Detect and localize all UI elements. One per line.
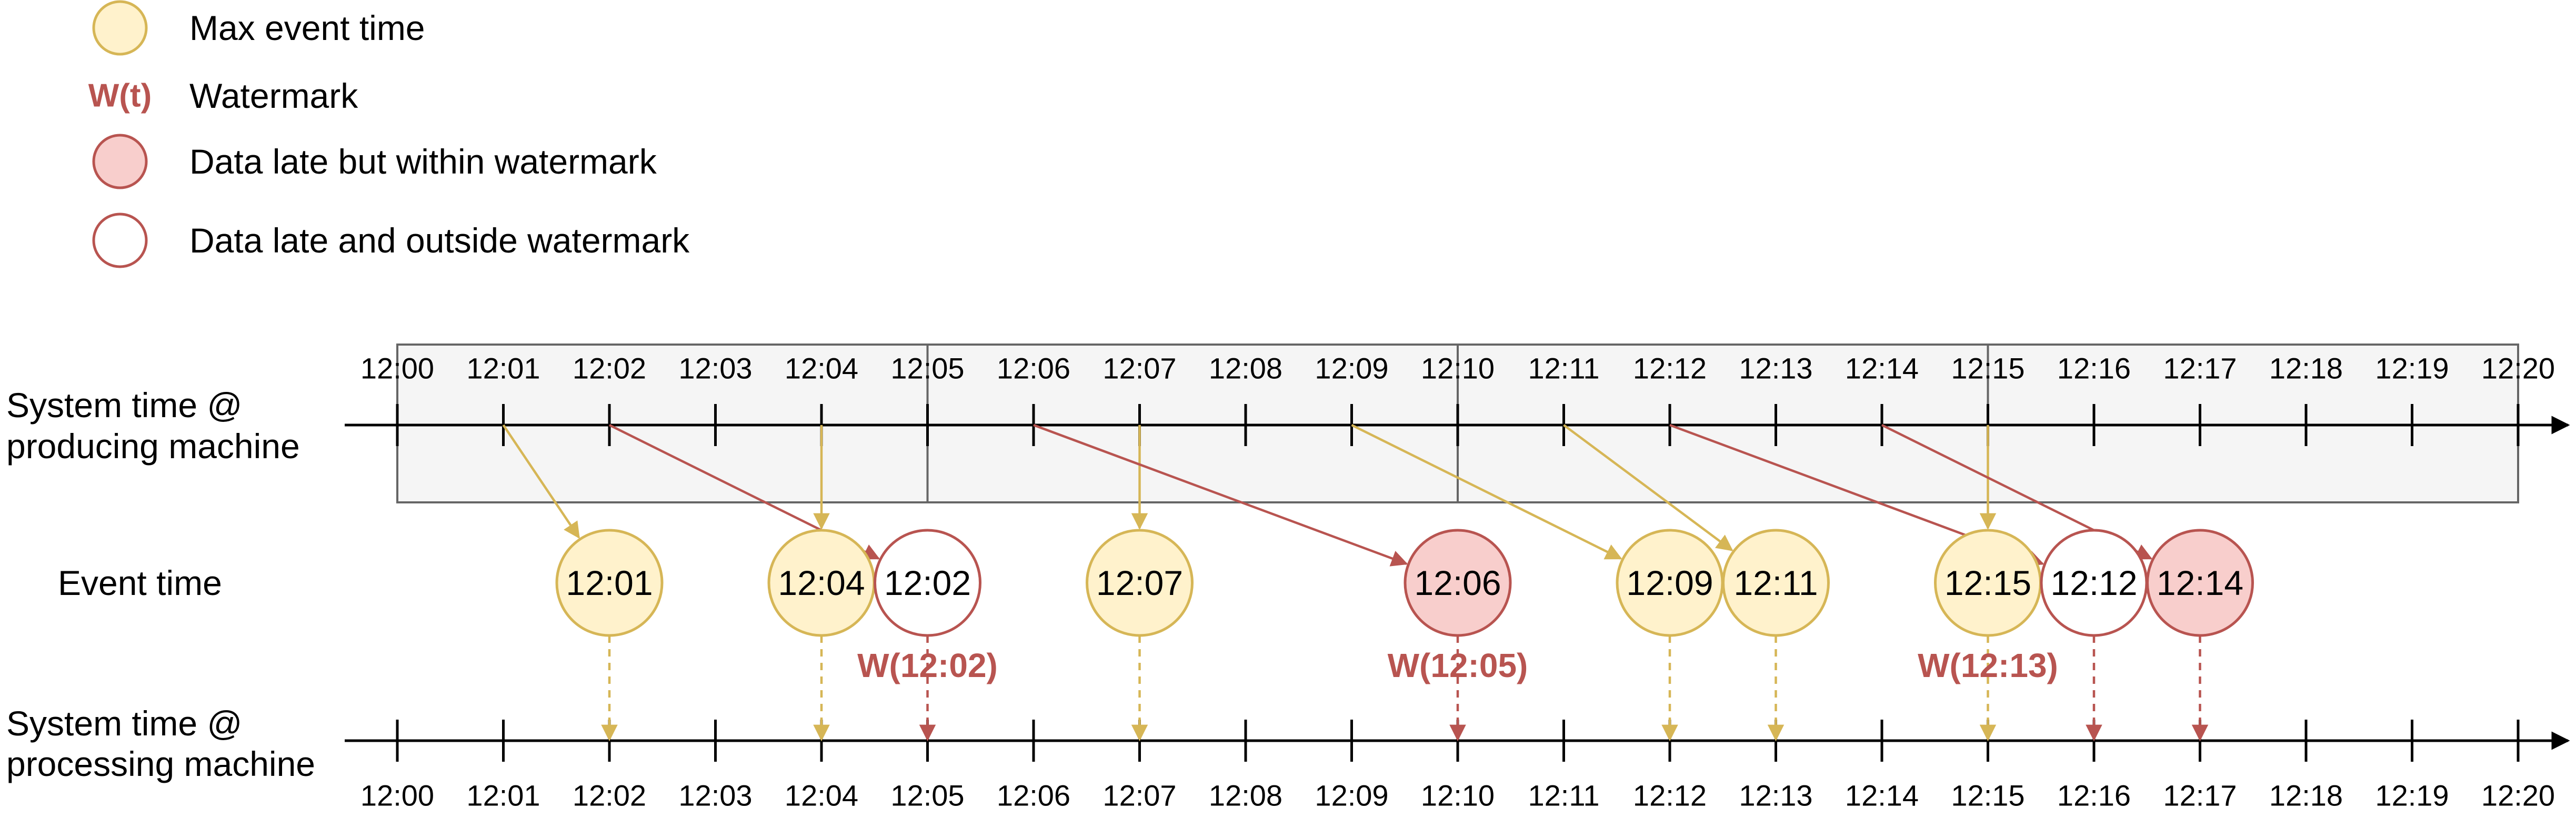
event-max: 12:15 xyxy=(1934,529,2042,637)
producing-tick-label: 12:14 xyxy=(1845,352,1919,385)
processing-tick-label: 12:14 xyxy=(1845,779,1919,812)
event-outside: 12:12 xyxy=(2040,529,2148,637)
event-label: 12:06 xyxy=(1414,563,1501,602)
event-time-label: Event time xyxy=(58,563,222,602)
producing-tick-label: 12:19 xyxy=(2375,352,2449,385)
watermark-label: W(12:02) xyxy=(857,647,998,684)
watermark-label: W(12:05) xyxy=(1388,647,1528,684)
event-label: 12:15 xyxy=(1944,563,2031,602)
producing-tick-label: 12:00 xyxy=(360,352,434,385)
event-label: 12:09 xyxy=(1626,563,1713,602)
event-circle xyxy=(2146,529,2254,637)
processing-tick-label: 12:19 xyxy=(2375,779,2449,812)
producing-tick-label: 12:10 xyxy=(1421,352,1495,385)
producing-tick-label: 12:18 xyxy=(2269,352,2343,385)
event-label: 12:01 xyxy=(566,563,653,602)
watermark-labels: W(12:02) W(12:05) W(12:13) xyxy=(857,647,2058,684)
legend-late-within-label: Data late but within watermark xyxy=(189,142,657,181)
processing-tick-label: 12:10 xyxy=(1421,779,1495,812)
event-max: 12:01 xyxy=(555,529,664,637)
producing-tick-label: 12:05 xyxy=(890,352,964,385)
producing-label-line1: System time @ xyxy=(6,386,242,425)
event-label: 12:07 xyxy=(1096,563,1183,602)
legend-late-outside-icon xyxy=(92,213,148,268)
producing-tick-label: 12:13 xyxy=(1739,352,1812,385)
processing-tick-label: 12:20 xyxy=(2481,779,2555,812)
legend-watermark-label: Watermark xyxy=(189,76,358,115)
event-label: 12:12 xyxy=(2050,563,2137,602)
producing-tick-label: 12:09 xyxy=(1315,352,1388,385)
event-within: 12:06 xyxy=(1404,529,1512,637)
processing-tick-label: 12:16 xyxy=(2057,779,2131,812)
processing-tick-label: 12:18 xyxy=(2269,779,2343,812)
event-outside: 12:02 xyxy=(874,529,981,637)
processing-tick-label: 12:01 xyxy=(466,779,540,812)
processing-tick-label: 12:15 xyxy=(1951,779,2024,812)
producing-tick-label: 12:16 xyxy=(2057,352,2131,385)
legend-max-event-icon xyxy=(92,0,148,56)
producing-tick-label: 12:20 xyxy=(2481,352,2555,385)
processing-tick-label: 12:06 xyxy=(997,779,1070,812)
event-max: 12:07 xyxy=(1086,529,1194,637)
producing-tick-label: 12:02 xyxy=(573,352,646,385)
watermark-label: W(12:13) xyxy=(1918,647,2058,684)
legend-watermark-symbol: W(t) xyxy=(88,78,152,114)
produce-arrow xyxy=(502,424,580,539)
legend-max-event-label: Max event time xyxy=(189,8,425,47)
event-circle xyxy=(1086,529,1194,637)
producing-tick-label: 12:17 xyxy=(2163,352,2237,385)
window-box xyxy=(1457,344,1989,503)
processing-label-line2: processing machine xyxy=(6,744,315,783)
producing-tick-label: 12:07 xyxy=(1102,352,1176,385)
event-circle xyxy=(1722,529,1830,637)
window-box xyxy=(1987,344,2519,503)
processing-tick-label: 12:12 xyxy=(1633,779,1707,812)
legend-late-within-icon xyxy=(92,134,148,189)
window-box xyxy=(926,344,1459,503)
processing-tick-label: 12:17 xyxy=(2163,779,2237,812)
legend: Max event time W(t) Watermark Data late … xyxy=(88,0,690,268)
event-circle xyxy=(874,529,981,637)
producing-tick-label: 12:11 xyxy=(1528,352,1600,385)
event-max: 12:09 xyxy=(1616,529,1724,637)
legend-late-outside-label: Data late and outside watermark xyxy=(189,221,690,260)
producing-tick-label: 12:04 xyxy=(785,352,858,385)
event-label: 12:14 xyxy=(2157,563,2243,602)
event-max: 12:04 xyxy=(767,529,876,637)
event-within: 12:14 xyxy=(2146,529,2254,637)
processing-tick-label: 12:00 xyxy=(360,779,434,812)
event-label: 12:04 xyxy=(778,563,865,602)
event-max: 12:11 xyxy=(1722,529,1830,637)
producing-tick-label: 12:15 xyxy=(1951,352,2024,385)
processing-tick-label: 12:08 xyxy=(1209,779,1282,812)
producing-tick-label: 12:12 xyxy=(1633,352,1707,385)
event-circles: 12:01 12:04 12:02 12:07 12:06 12:09 12:11 12:15… xyxy=(555,529,2254,637)
window-box xyxy=(396,344,929,503)
produce-arrow xyxy=(1563,424,1733,551)
processing-tick-label: 12:11 xyxy=(1528,779,1600,812)
processing-tick-label: 12:05 xyxy=(890,779,964,812)
processing-tick-label: 12:04 xyxy=(785,779,858,812)
processing-tick-label: 12:09 xyxy=(1315,779,1388,812)
event-label: 12:02 xyxy=(884,563,971,602)
producing-tick-label: 12:08 xyxy=(1209,352,1282,385)
event-circle xyxy=(1404,529,1512,637)
processing-tick-label: 12:13 xyxy=(1739,779,1812,812)
producing-tick-label: 12:06 xyxy=(997,352,1070,385)
producing-tick-label: 12:01 xyxy=(466,352,540,385)
row-labels: System time @ producing machine Event ti… xyxy=(6,386,315,783)
window-boxes xyxy=(396,344,2519,503)
processing-tick-label: 12:02 xyxy=(573,779,646,812)
processing-label-line1: System time @ xyxy=(6,704,242,743)
producing-label-line2: producing machine xyxy=(6,427,300,466)
producing-tick-label: 12:03 xyxy=(678,352,752,385)
event-label: 12:11 xyxy=(1733,563,1818,602)
processing-tick-label: 12:07 xyxy=(1102,779,1176,812)
event-circle xyxy=(555,529,664,637)
produce-arrow xyxy=(1033,423,1408,567)
produce-arrow xyxy=(1351,423,1622,560)
processing-tick-label: 12:03 xyxy=(678,779,752,812)
